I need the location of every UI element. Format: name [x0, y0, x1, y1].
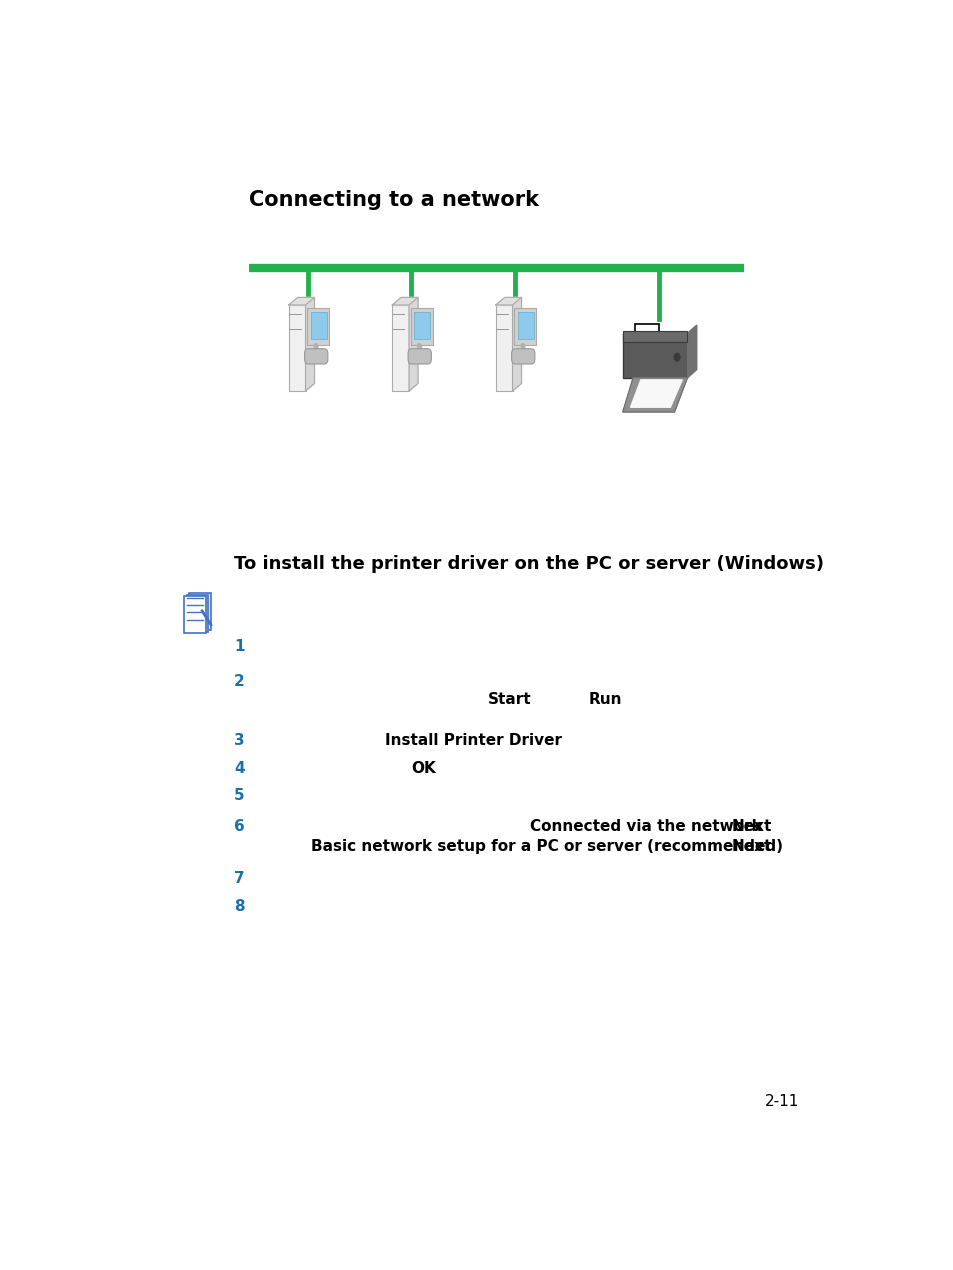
Polygon shape — [289, 297, 314, 305]
FancyBboxPatch shape — [289, 305, 305, 391]
FancyBboxPatch shape — [187, 594, 209, 631]
Text: Connecting to a network: Connecting to a network — [249, 189, 538, 210]
Text: 7: 7 — [233, 871, 244, 886]
FancyBboxPatch shape — [392, 305, 409, 391]
Text: To install the printer driver on the PC or server (Windows): To install the printer driver on the PC … — [233, 555, 823, 573]
FancyBboxPatch shape — [311, 312, 326, 339]
Text: OK: OK — [411, 761, 436, 776]
Text: 3: 3 — [233, 733, 244, 748]
Text: Connected via the network: Connected via the network — [529, 819, 760, 834]
Polygon shape — [512, 297, 521, 391]
FancyBboxPatch shape — [408, 349, 431, 364]
Text: 2: 2 — [233, 673, 244, 688]
Text: Start: Start — [487, 692, 531, 707]
FancyBboxPatch shape — [496, 305, 512, 391]
Polygon shape — [409, 297, 417, 391]
FancyBboxPatch shape — [414, 312, 430, 339]
Polygon shape — [392, 297, 417, 305]
Text: 2-11: 2-11 — [764, 1093, 799, 1109]
Text: 8: 8 — [233, 899, 244, 913]
FancyBboxPatch shape — [304, 349, 328, 364]
Polygon shape — [305, 297, 314, 391]
FancyBboxPatch shape — [189, 593, 211, 630]
Polygon shape — [687, 325, 696, 377]
FancyBboxPatch shape — [511, 349, 535, 364]
FancyBboxPatch shape — [622, 331, 687, 342]
Polygon shape — [622, 377, 687, 411]
Text: 5: 5 — [233, 787, 244, 803]
Text: Run: Run — [588, 692, 621, 707]
FancyBboxPatch shape — [307, 307, 329, 345]
Polygon shape — [496, 297, 521, 305]
Text: Basic network setup for a PC or server (recommended): Basic network setup for a PC or server (… — [311, 839, 782, 853]
Polygon shape — [630, 380, 681, 408]
Circle shape — [674, 353, 679, 361]
Text: Next: Next — [731, 819, 771, 834]
Text: Install Printer Driver: Install Printer Driver — [385, 733, 562, 748]
Text: 6: 6 — [233, 819, 244, 834]
FancyBboxPatch shape — [622, 333, 687, 377]
FancyBboxPatch shape — [411, 307, 433, 345]
Text: 4: 4 — [233, 761, 244, 776]
FancyBboxPatch shape — [184, 596, 206, 634]
FancyBboxPatch shape — [514, 307, 536, 345]
Text: 1: 1 — [233, 639, 244, 654]
Text: Next: Next — [731, 839, 771, 853]
FancyBboxPatch shape — [517, 312, 533, 339]
FancyBboxPatch shape — [635, 324, 659, 343]
